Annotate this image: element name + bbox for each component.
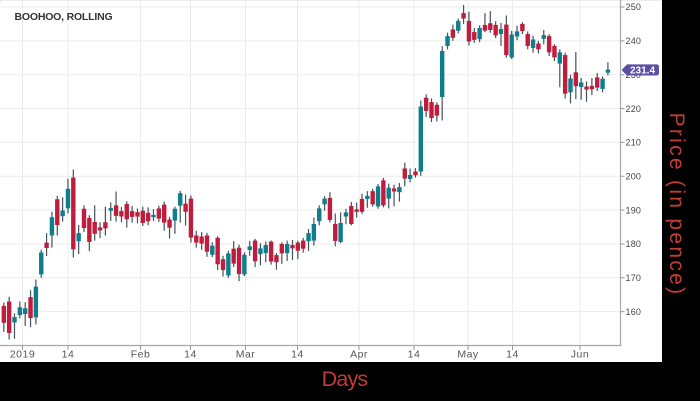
svg-text:BOOHOO, ROLLING: BOOHOO, ROLLING: [15, 11, 113, 23]
svg-text:170: 170: [626, 273, 642, 283]
svg-text:14: 14: [62, 349, 75, 361]
svg-text:180: 180: [626, 239, 642, 249]
svg-text:240: 240: [626, 36, 642, 46]
svg-text:Mar: Mar: [236, 349, 256, 361]
svg-text:May: May: [457, 349, 479, 361]
svg-text:220: 220: [626, 104, 642, 114]
svg-text:14: 14: [408, 349, 421, 361]
svg-text:Price (in pence): Price (in pence): [665, 113, 688, 297]
svg-text:Feb: Feb: [131, 349, 151, 361]
svg-text:210: 210: [626, 138, 642, 148]
svg-text:14: 14: [506, 349, 519, 361]
svg-text:14: 14: [291, 349, 304, 361]
svg-text:200: 200: [626, 171, 642, 181]
svg-text:250: 250: [626, 2, 642, 12]
svg-text:Jun: Jun: [571, 349, 589, 361]
svg-text:190: 190: [626, 205, 642, 215]
svg-text:160: 160: [626, 307, 642, 317]
svg-text:231.4: 231.4: [630, 65, 655, 76]
svg-text:2019: 2019: [10, 349, 35, 361]
svg-text:Days: Days: [322, 367, 368, 391]
svg-text:Apr: Apr: [350, 349, 368, 361]
svg-text:14: 14: [184, 349, 197, 361]
